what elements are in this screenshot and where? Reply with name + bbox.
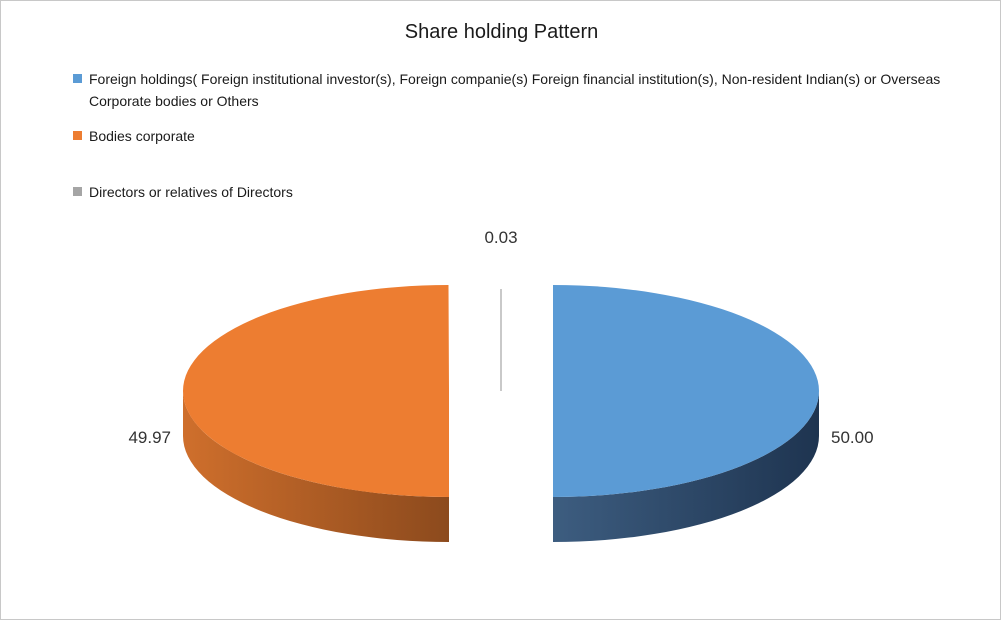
pie-slice-0: [553, 285, 819, 497]
pie-slice-side-1: [183, 391, 450, 542]
data-label-1: 49.97: [128, 428, 171, 447]
chart-title: Share holding Pattern: [404, 21, 599, 43]
legend-label-directors: Directors or relatives of Directors: [89, 184, 293, 200]
legend-swatch-directors: [73, 187, 82, 196]
legend-swatch-bodies-corporate: [73, 131, 82, 140]
legend-entry-directors: Directors or relatives of Directors: [73, 181, 953, 203]
data-label-2: 0.03: [484, 228, 517, 247]
legend-swatch-foreign-holdings: [73, 74, 82, 83]
legend-entry-foreign-holdings: Foreign holdings( Foreign institutional …: [73, 68, 953, 112]
pie-slice-wall-1: [183, 391, 450, 542]
legend-entry-bodies-corporate: Bodies corporate: [73, 125, 953, 147]
pie-slice-1: [182, 285, 450, 497]
legend-label-bodies-corporate: Bodies corporate: [89, 128, 195, 144]
pie-slice-side-0: [553, 391, 819, 542]
pie-slice-wall-0: [553, 391, 819, 542]
data-label-0: 50.00: [831, 428, 874, 447]
legend-label-foreign-holdings: Foreign holdings( Foreign institutional …: [89, 71, 941, 109]
